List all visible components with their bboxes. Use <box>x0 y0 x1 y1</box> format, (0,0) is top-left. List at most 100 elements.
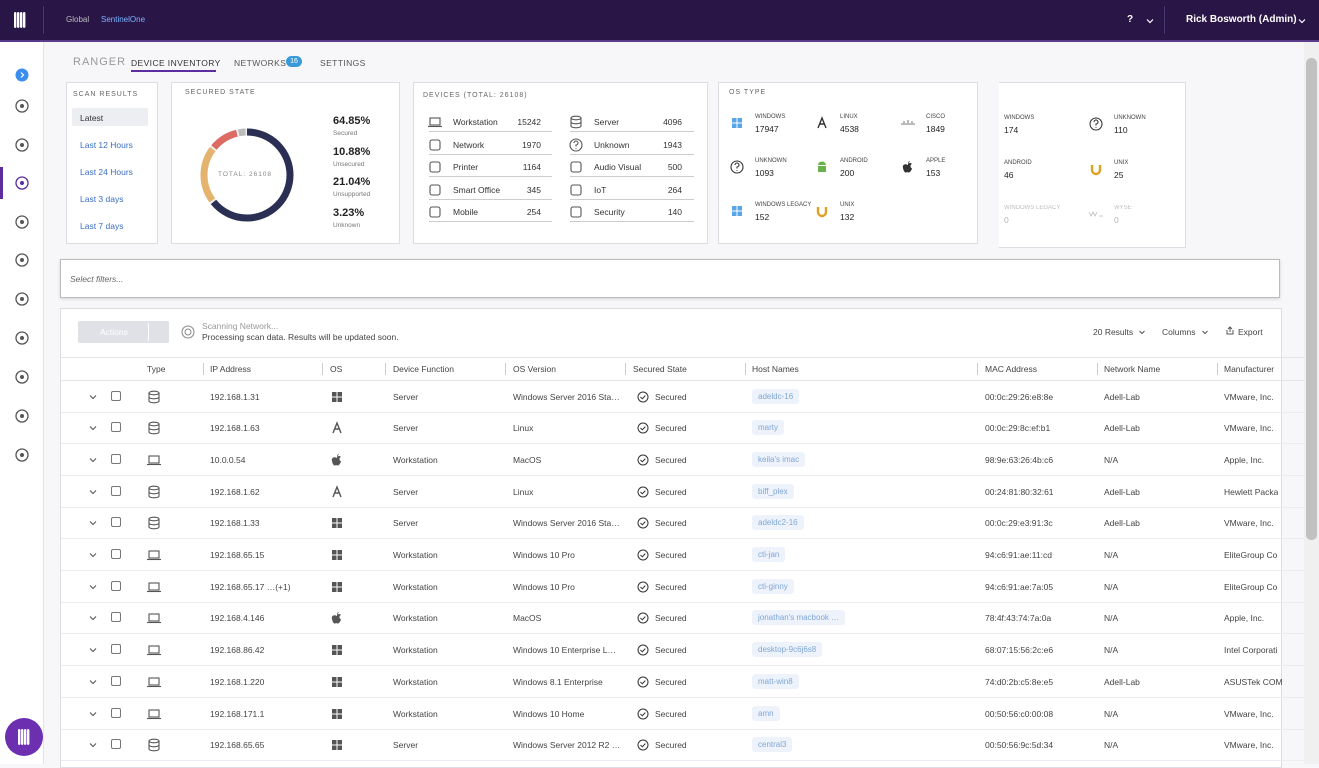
tab[interactable]: DEVICE INVENTORY <box>131 58 221 68</box>
row-checkbox[interactable] <box>111 612 121 623</box>
host-chip[interactable]: desktop-9c6j6s8 <box>752 642 823 658</box>
shape <box>89 616 97 621</box>
shape <box>737 118 742 123</box>
host-chip[interactable]: marty <box>752 420 784 436</box>
header-row-line <box>61 380 1304 381</box>
shape <box>184 328 192 336</box>
host-chip[interactable]: central3 <box>752 737 793 753</box>
column-header[interactable]: OS Version <box>513 364 556 374</box>
user-name[interactable]: Rick Bosworth (Admin) <box>1186 14 1297 25</box>
actions-button[interactable] <box>78 321 169 343</box>
manufacturer: VMware, Inc. <box>1224 708 1274 719</box>
scan-option[interactable]: Last 7 days <box>80 221 124 231</box>
shape <box>640 489 646 495</box>
network-name: N/A <box>1104 581 1119 592</box>
icon <box>332 484 342 497</box>
shape <box>89 711 97 716</box>
column-header[interactable]: Host Names <box>752 364 799 374</box>
shape <box>89 584 97 589</box>
icon <box>147 582 161 592</box>
row-checkbox[interactable] <box>111 707 121 718</box>
shape <box>732 118 737 123</box>
tab[interactable]: RANGER <box>73 56 127 68</box>
device-name: Unknown <box>594 139 630 150</box>
host-chip[interactable]: cti-jan <box>752 547 786 562</box>
host-chip[interactable]: amn <box>752 705 780 721</box>
icon <box>15 138 29 152</box>
device-function: Workstation <box>393 454 438 465</box>
breadcrumb[interactable]: SentinelOne <box>101 15 146 24</box>
host-chip[interactable]: adeldc-16 <box>752 388 800 404</box>
panel-title: DEVICES (TOTAL: 26108) <box>423 92 528 99</box>
icon <box>331 612 341 624</box>
shape <box>637 644 649 656</box>
column-header[interactable]: Device Function <box>393 364 454 374</box>
scan-option[interactable]: Latest <box>80 113 104 123</box>
column-header[interactable]: MAC Address <box>985 364 1037 374</box>
icon <box>148 738 160 752</box>
row-checkbox[interactable] <box>111 485 121 496</box>
host-chip[interactable]: adeldc2-16 <box>752 515 804 531</box>
row-checkbox[interactable] <box>111 453 121 464</box>
column-header[interactable]: Type <box>147 364 166 374</box>
shape <box>15 68 29 82</box>
os-version: Windows 10 Pro <box>513 581 575 592</box>
row-checkbox[interactable] <box>111 644 121 655</box>
column-sep <box>977 363 978 375</box>
export-button[interactable]: Export <box>1238 327 1263 337</box>
row-checkbox[interactable] <box>111 517 121 528</box>
logo <box>21 729 24 745</box>
column-header[interactable]: OS <box>330 364 343 374</box>
manufacturer: VMware, Inc. <box>1224 518 1274 529</box>
os-version: Windows 10 Pro <box>513 550 575 560</box>
column-sep <box>1097 363 1098 375</box>
stat-label: Unsecured <box>333 160 365 168</box>
results-count[interactable]: 20 Results <box>1093 327 1134 337</box>
icon <box>817 116 827 129</box>
device-function: Server <box>393 423 419 434</box>
scan-option[interactable]: Last 12 Hours <box>80 140 133 150</box>
shape <box>337 714 342 719</box>
device-name: IoT <box>594 184 607 195</box>
column-sep <box>505 363 506 375</box>
ip-address: 192.168.1.63 <box>210 423 260 434</box>
host-chip[interactable]: matt-win8 <box>752 673 799 689</box>
row-checkbox[interactable] <box>111 675 121 686</box>
column-header[interactable]: Network Name <box>1104 364 1161 374</box>
host-chip[interactable]: keila's imac <box>752 451 806 467</box>
manufacturer: ASUSTek COM <box>1224 676 1283 687</box>
column-header[interactable]: Manufacturer <box>1224 364 1275 374</box>
shape <box>89 679 97 685</box>
column-sep <box>203 363 204 375</box>
scroll-thumb[interactable] <box>1306 58 1317 540</box>
row-checkbox[interactable] <box>111 739 121 750</box>
scan-option[interactable]: Last 3 days <box>80 194 124 204</box>
tab[interactable]: NETWORKS <box>234 58 287 68</box>
shape <box>332 581 337 587</box>
host-chip[interactable]: jonathan's macbook … <box>752 610 846 626</box>
manufacturer: Intel Corporati <box>1224 645 1278 656</box>
icon <box>89 458 97 463</box>
row-checkbox[interactable] <box>111 549 121 559</box>
row-divider <box>570 153 694 155</box>
host-chip[interactable]: cti-ginny <box>752 578 794 594</box>
row-checkbox[interactable] <box>111 390 121 401</box>
os-count: 46 <box>1004 170 1014 180</box>
icon <box>147 613 161 624</box>
tab[interactable]: SETTINGS <box>320 58 366 68</box>
help[interactable]: ? <box>1127 14 1134 25</box>
shape <box>20 453 24 457</box>
column-header[interactable]: IP Address <box>210 364 251 374</box>
row-checkbox[interactable] <box>111 422 121 433</box>
columns-button[interactable]: Columns <box>1162 327 1196 337</box>
icon <box>15 448 29 462</box>
shape <box>1090 165 1102 176</box>
shape <box>332 682 337 687</box>
host-chip[interactable]: biff_plex <box>752 483 794 499</box>
scan-option[interactable]: Last 24 Hours <box>80 167 133 177</box>
shape <box>337 555 342 560</box>
filter-bar[interactable] <box>60 259 1280 298</box>
row-checkbox[interactable] <box>111 580 121 591</box>
ip-address: 192.168.1.33 <box>210 518 260 529</box>
column-header[interactable]: Secured State <box>633 364 687 374</box>
